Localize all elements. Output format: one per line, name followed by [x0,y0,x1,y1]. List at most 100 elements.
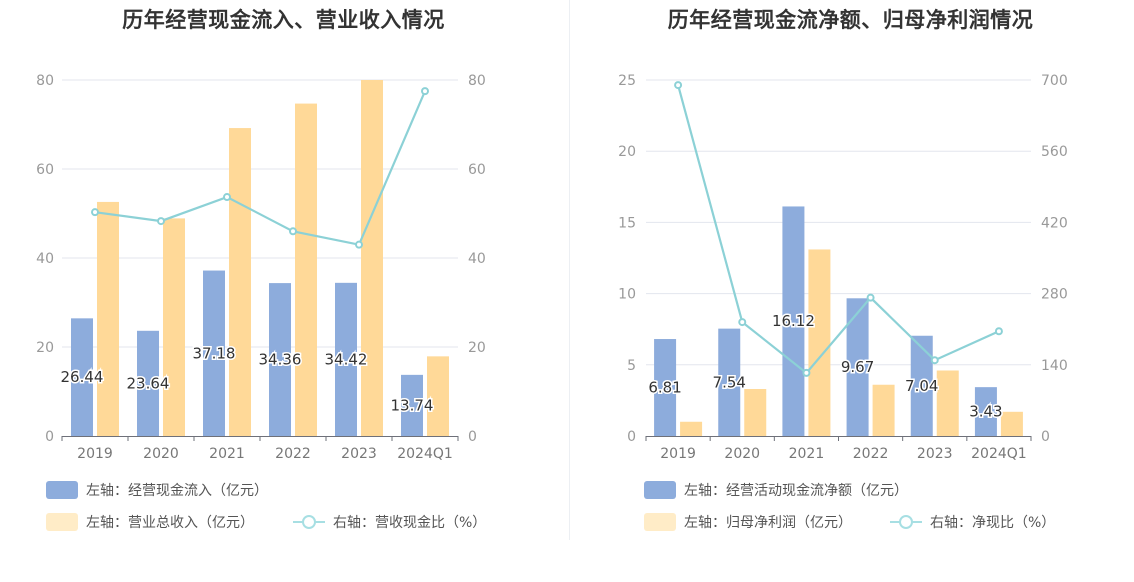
panel-divider [569,0,570,540]
data-label: 26.44 [61,368,104,386]
y-tick-label-left: 80 [36,73,54,89]
bar [718,328,741,436]
bar [872,384,895,436]
line-point [421,87,429,96]
bar [203,270,225,436]
y-tick-label-right: 60 [468,162,486,178]
y-tick-label-right: 560 [1041,144,1068,160]
bar [71,318,93,436]
bar [361,80,383,436]
y-tick-label-left: 15 [618,215,636,231]
legend-label: 左轴：归母净利润（亿元） [684,515,852,531]
line-point [930,356,939,365]
y-tick-label-right: 420 [1041,215,1068,231]
chart-title: 历年经营现金流入、营业收入情况 [122,8,445,32]
legend-swatch [644,513,676,531]
bar [680,421,703,436]
line-point [223,193,231,202]
y-tick-label-left: 0 [627,429,636,445]
legend-item-cash-inflow[interactable]: 左轴：经营现金流入（亿元） [46,479,268,501]
legend-label: 左轴：经营现金流入（亿元） [86,483,268,499]
data-label: 13.74 [391,396,434,414]
x-tick-label: 2023 [917,446,953,462]
y-tick-label-left: 20 [618,144,636,160]
legend-item-net-profit[interactable]: 左轴：归母净利润（亿元） [644,511,852,533]
data-label: 6.81 [648,379,681,397]
bar [782,206,805,436]
y-tick-label-left: 10 [618,287,636,303]
legend-label: 左轴：经营活动现金流净额（亿元） [684,483,908,499]
x-tick-label: 2021 [789,446,825,462]
bar [808,249,831,436]
bar [846,298,869,436]
data-label: 7.04 [905,377,938,395]
legend-item-net-cash-ratio[interactable]: 右轴：净现比（%） [890,511,1055,533]
x-tick-label: 2020 [143,446,179,462]
series-line [677,84,1000,375]
legend-item-revenue-cash-ratio[interactable]: 右轴：营收现金比（%） [293,511,486,533]
legend-swatch [46,513,78,531]
line-point [157,217,165,226]
bar [269,283,291,436]
line-point [738,318,747,327]
y-tick-label-left: 40 [36,251,54,267]
y-tick-label-right: 140 [1041,358,1068,374]
bar [974,387,997,436]
bar [97,201,119,436]
data-label: 3.43 [969,403,1002,421]
y-tick-label-right: 0 [468,429,477,445]
bar [401,374,423,436]
data-label: 16.12 [772,312,815,330]
legend-line-icon [890,515,922,529]
x-tick-label: 2022 [275,446,311,462]
line-point [994,327,1003,336]
line-point [91,208,99,217]
y-tick-label-left: 5 [627,358,636,374]
legend-swatch [46,481,78,499]
legend-label: 右轴：净现比（%） [930,515,1056,531]
x-tick-label: 2019 [660,446,696,462]
y-tick-label-right: 40 [468,251,486,267]
bar [229,128,251,436]
series-line [94,90,427,246]
legend-item-revenue[interactable]: 左轴：营业总收入（亿元） [46,511,254,533]
legend-item-net-operating-cash-flow[interactable]: 左轴：经营活动现金流净额（亿元） [644,479,908,501]
data-label: 23.64 [127,374,170,392]
y-tick-label-left: 20 [36,340,54,356]
bar [744,389,767,436]
data-label: 34.42 [325,350,368,368]
data-label: 9.67 [841,358,874,376]
line-point [289,227,297,236]
bar [427,356,449,436]
data-label: 34.36 [259,351,302,369]
y-tick-label-right: 80 [468,73,486,89]
chart-title: 历年经营现金流净额、归母净利润情况 [667,8,1034,32]
chart-panel-cash-inflow: 历年经营现金流入、营业收入情况 0 0 20 20 40 40 60 60 80 80 2019 20… [36,8,486,533]
bar [936,370,959,436]
bar [910,335,933,436]
y-tick-label-right: 700 [1041,73,1068,89]
line-point [674,81,683,90]
x-tick-label: 2020 [724,446,760,462]
bar [137,330,159,436]
bar [654,339,677,436]
line-point [866,293,875,302]
line-point [802,368,811,377]
line-point [355,240,363,249]
x-tick-label: 2019 [77,446,113,462]
y-tick-label-right: 20 [468,340,486,356]
data-label: 7.54 [713,373,746,391]
x-tick-label: 2022 [853,446,889,462]
y-tick-label-left: 60 [36,162,54,178]
chart-panel-net-cash-flow: 历年经营现金流净额、归母净利润情况 0 0 5 140 10 280 15 420 20 560 2… [567,0,1134,582]
legend-swatch [644,481,676,499]
x-tick-label: 2024Q1 [397,446,453,462]
y-tick-label-left: 25 [618,73,636,89]
y-tick-label-right: 0 [1041,429,1050,445]
legend-label: 左轴：营业总收入（亿元） [86,515,254,531]
x-tick-label: 2021 [209,446,245,462]
bar [335,282,357,436]
x-tick-label: 2023 [341,446,377,462]
